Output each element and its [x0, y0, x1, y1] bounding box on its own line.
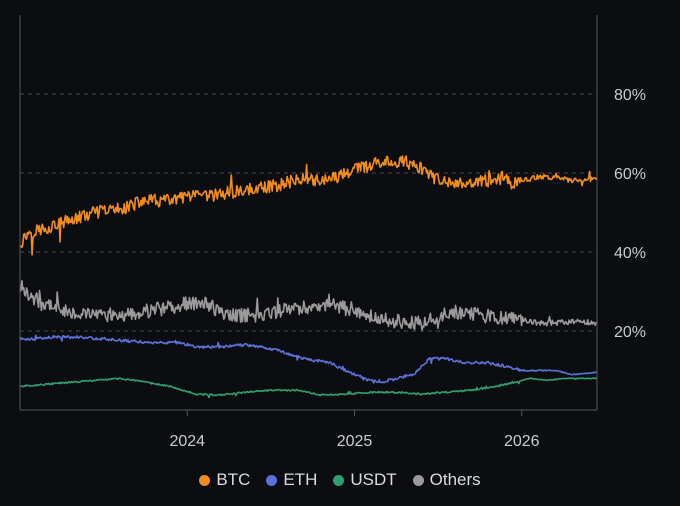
legend-dot-others	[412, 474, 424, 486]
legend-dot-btc	[199, 474, 211, 486]
y-tick-label: 40%	[614, 245, 646, 262]
legend-label-eth: ETH	[283, 470, 318, 489]
y-tick-label: 60%	[614, 166, 646, 183]
legend-item-eth[interactable]: ETH	[266, 470, 317, 490]
series-line-btc	[19, 155, 598, 256]
legend-item-btc[interactable]: BTC	[199, 470, 250, 490]
legend: BTC ETH USDT Others	[0, 470, 680, 490]
series-line-usdt	[19, 377, 598, 399]
legend-item-others[interactable]: Others	[412, 470, 481, 490]
legend-label-others: Others	[429, 470, 481, 489]
series-line-eth	[19, 334, 597, 384]
x-tick-label: 2026	[504, 433, 540, 450]
y-tick-label: 20%	[614, 324, 646, 341]
legend-label-usdt: USDT	[350, 470, 397, 489]
line-chart: 20% 40% 60% 80% 2024 2025 2026	[19, 15, 646, 450]
x-tick-label: 2025	[337, 433, 373, 450]
legend-dot-eth	[266, 474, 278, 486]
legend-item-usdt[interactable]: USDT	[333, 470, 397, 490]
legend-dot-usdt	[333, 474, 345, 486]
series-line-others	[19, 279, 598, 331]
legend-label-btc: BTC	[216, 470, 251, 489]
y-tick-label: 80%	[614, 87, 646, 104]
x-tick-label: 2024	[169, 433, 205, 450]
